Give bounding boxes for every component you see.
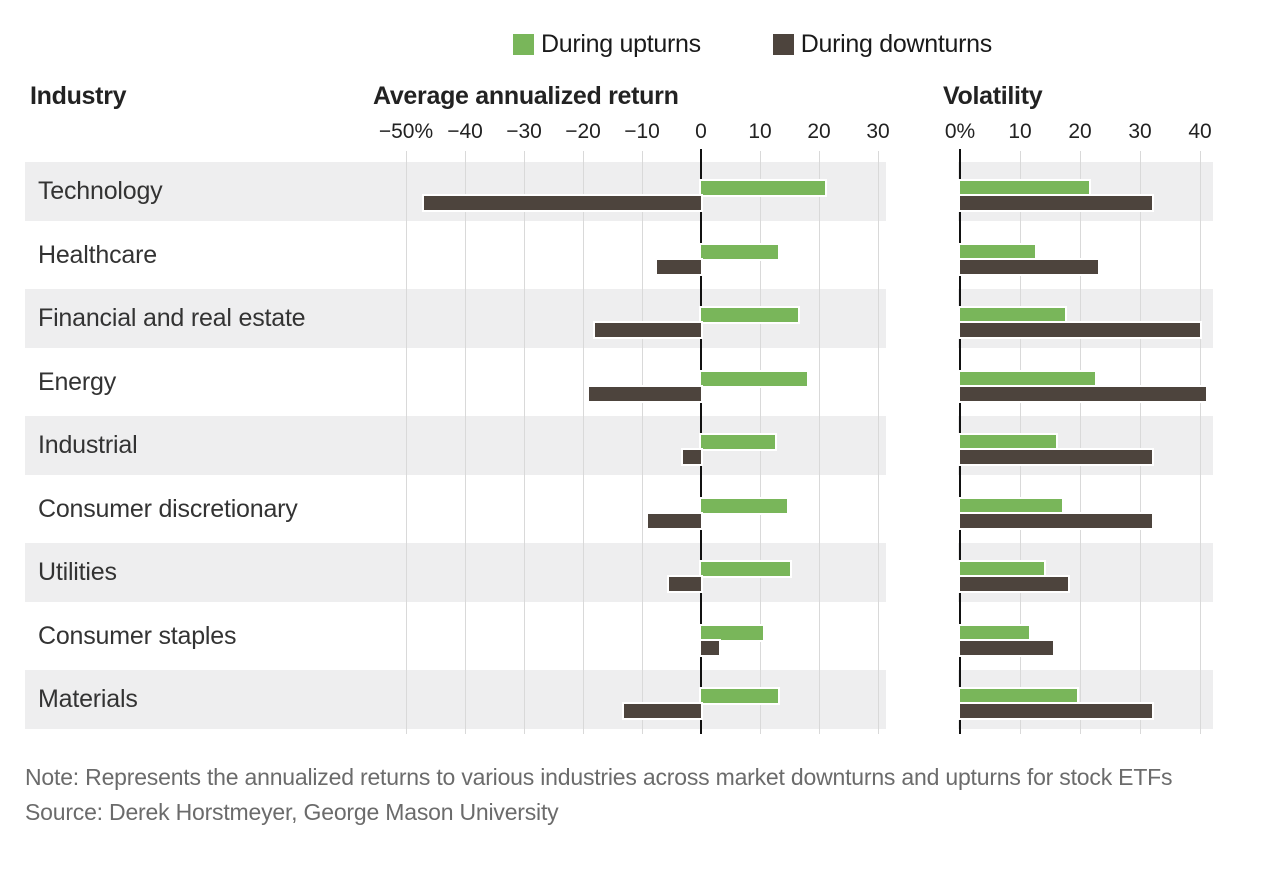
gridline: [819, 151, 820, 734]
axis-tick-label: 0%: [944, 120, 976, 143]
industry-label: Energy: [38, 367, 117, 396]
axis-tick-label: −40: [447, 120, 483, 143]
bar-downturn: [701, 640, 719, 655]
bar-upturn: [960, 435, 1056, 449]
industry-label: Materials: [38, 685, 138, 713]
gridline: [465, 151, 466, 734]
bar-upturn: [960, 625, 1029, 640]
gridline: [1200, 151, 1201, 734]
column-header-industry: Industry: [30, 82, 127, 110]
bar-downturn: [594, 323, 701, 337]
upturns-swatch-icon: [513, 34, 534, 55]
bar-downturn: [960, 704, 1152, 718]
bar-upturn: [701, 625, 763, 640]
legend-item-downturns: During downturns: [772, 30, 992, 59]
bar-downturn: [588, 386, 701, 401]
bar-downturn: [423, 196, 701, 210]
bar-upturn: [701, 181, 825, 195]
industry-label: Financial and real estate: [38, 304, 306, 332]
industry-label: Technology: [38, 177, 163, 205]
bar-upturn: [701, 498, 787, 513]
bar-upturn: [701, 371, 808, 386]
bar-downturn: [960, 577, 1068, 591]
bar-upturn: [701, 244, 778, 259]
gridline: [878, 151, 879, 734]
bar-upturn: [701, 562, 790, 576]
bar-downturn: [668, 577, 701, 591]
axis-tick-label: −30: [506, 120, 542, 143]
industry-label: Healthcare: [38, 240, 157, 269]
legend-label-upturns: During upturns: [541, 30, 701, 58]
bar-downturn: [960, 196, 1152, 210]
bar-downturn: [960, 386, 1206, 401]
bar-downturn: [624, 704, 701, 718]
axis-tick-label: −50%: [378, 120, 434, 143]
industry-label: Utilities: [38, 558, 117, 586]
gridline: [642, 151, 643, 734]
bar-upturn: [701, 689, 778, 703]
downturns-swatch-icon: [772, 34, 794, 55]
gridline: [524, 151, 525, 734]
source-text: Source: Derek Horstmeyer, George Mason U…: [25, 799, 559, 825]
legend: During upturns During downturns: [513, 30, 992, 59]
bar-downturn: [960, 640, 1053, 655]
bar-upturn: [960, 308, 1065, 322]
bar-downturn: [960, 513, 1152, 528]
industry-label: Consumer staples: [38, 621, 237, 650]
bar-downturn: [960, 323, 1200, 337]
bar-upturn: [701, 308, 799, 322]
bar-downturn: [960, 259, 1098, 274]
bar-downturn: [683, 450, 701, 464]
axis-tick-label: 10: [1008, 120, 1032, 143]
industry-label: Consumer discretionary: [38, 494, 298, 523]
bar-upturn: [960, 562, 1044, 576]
column-header-volatility: Volatility: [943, 82, 1043, 110]
bar-downturn: [647, 513, 701, 528]
bar-downturn: [656, 259, 701, 274]
axis-tick-label: 20: [1068, 120, 1092, 143]
axis-tick-label: 20: [807, 120, 831, 143]
industry-label: Industrial: [38, 431, 138, 459]
legend-label-downturns: During downturns: [800, 30, 992, 58]
gridline: [1080, 151, 1081, 734]
gridline: [406, 151, 407, 734]
legend-item-upturns: During upturns: [513, 30, 701, 59]
axis-tick-label: 40: [1188, 120, 1212, 143]
axis-tick-label: 30: [866, 120, 890, 143]
bar-upturn: [960, 371, 1095, 386]
axis-tick-label: −10: [624, 120, 660, 143]
note-text: Note: Represents the annualized returns …: [25, 764, 1173, 790]
column-header-return: Average annualized return: [373, 82, 679, 110]
bar-downturn: [960, 450, 1152, 464]
bar-upturn: [960, 689, 1077, 703]
axis-tick-label: 0: [695, 120, 707, 143]
axis-tick-label: 10: [748, 120, 772, 143]
bar-upturn: [701, 435, 775, 449]
bar-upturn: [960, 181, 1089, 195]
gridline: [1140, 151, 1141, 734]
axis-tick-label: −20: [565, 120, 601, 143]
gridline: [583, 151, 584, 734]
bar-upturn: [960, 498, 1062, 513]
axis-tick-label: 30: [1128, 120, 1152, 143]
bar-upturn: [960, 244, 1035, 259]
footnote-block: Note: Represents the annualized returns …: [25, 760, 1250, 829]
